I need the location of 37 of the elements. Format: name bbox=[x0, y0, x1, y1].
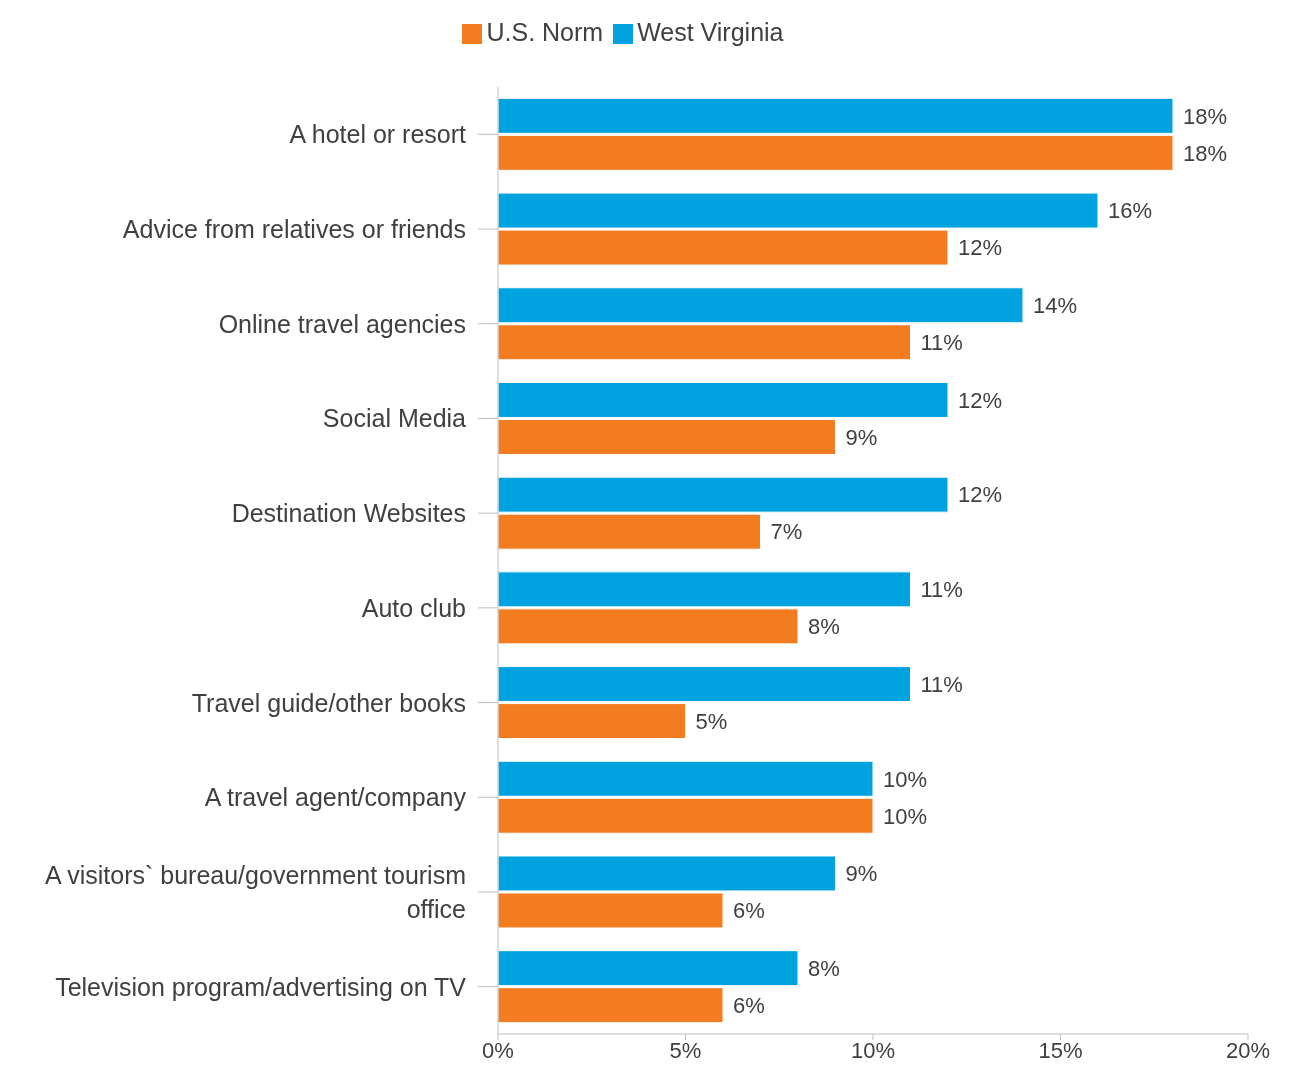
data-label: 8% bbox=[808, 614, 840, 640]
data-label: 18% bbox=[1183, 103, 1228, 129]
y-tick-label: Online travel agencies bbox=[218, 309, 466, 338]
legend-label: U.S. Norm bbox=[486, 18, 604, 46]
data-label: 12% bbox=[958, 387, 1003, 413]
data-label: 9% bbox=[845, 424, 878, 450]
x-tick-label: 0% bbox=[482, 1037, 514, 1063]
data-label: 5% bbox=[695, 708, 728, 734]
y-tick-label: Auto club bbox=[361, 593, 466, 622]
data-label: 12% bbox=[958, 235, 1003, 261]
data-label: 14% bbox=[1033, 293, 1078, 319]
y-tick-label: A hotel or resort bbox=[289, 120, 467, 149]
x-tick-label: 10% bbox=[850, 1037, 896, 1063]
data-label: 10% bbox=[883, 803, 928, 829]
data-label: 9% bbox=[845, 861, 878, 887]
data-label: 6% bbox=[733, 992, 765, 1018]
data-label: 7% bbox=[770, 519, 803, 545]
y-tick-label: Destination Websites bbox=[231, 499, 466, 528]
data-label: 11% bbox=[920, 577, 963, 603]
data-label: 16% bbox=[1108, 198, 1153, 224]
data-label: 11% bbox=[920, 671, 963, 697]
x-tick-label: 20% bbox=[1225, 1037, 1271, 1063]
y-tick-label: A visitors` bureau/government tourism office bbox=[44, 860, 466, 923]
data-label: 11% bbox=[920, 330, 963, 356]
data-label: 10% bbox=[883, 766, 928, 792]
data-label: 8% bbox=[808, 955, 840, 981]
data-label: 6% bbox=[733, 898, 765, 924]
x-tick-label: 15% bbox=[1038, 1037, 1083, 1063]
y-tick-label: Social Media bbox=[322, 404, 467, 433]
y-tick-label: Advice from relatives or friends bbox=[122, 215, 466, 244]
x-tick-label: 5% bbox=[669, 1037, 702, 1063]
data-label: 18% bbox=[1183, 140, 1228, 166]
y-tick-label: Travel guide/other books bbox=[191, 688, 466, 717]
legend-label: West Virginia bbox=[637, 18, 784, 46]
data-label: 12% bbox=[958, 482, 1003, 508]
y-tick-label: Television program/advertising on TV bbox=[55, 972, 467, 1001]
y-tick-label: A travel agent/company bbox=[204, 783, 467, 812]
